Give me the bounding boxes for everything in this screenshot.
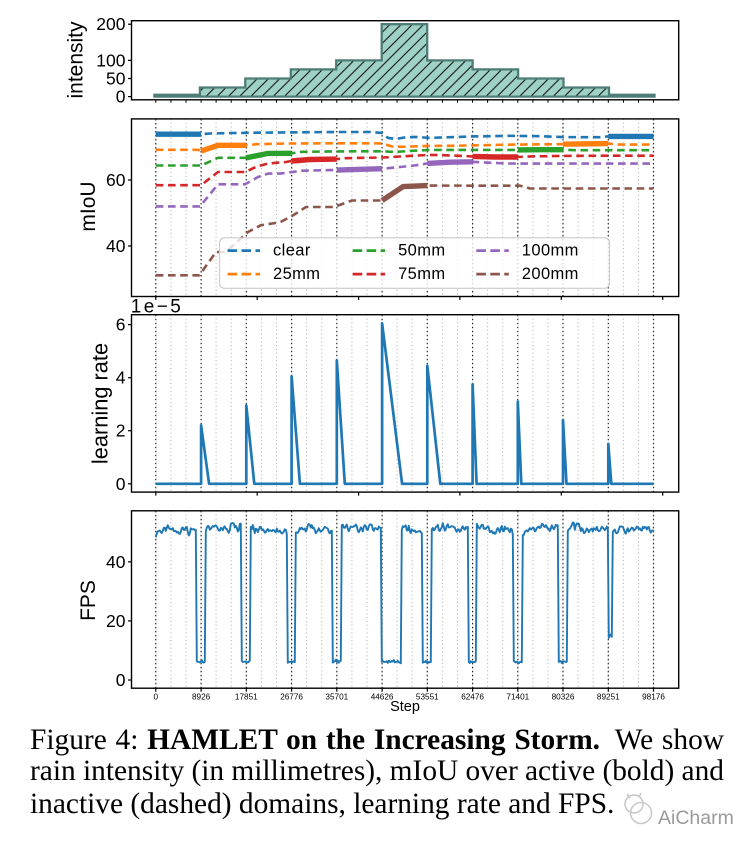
svg-text:0: 0 — [116, 670, 126, 690]
svg-text:intensity: intensity — [65, 21, 88, 99]
svg-text:20: 20 — [106, 611, 126, 631]
svg-text:mIoU: mIoU — [77, 181, 100, 231]
svg-text:98176: 98176 — [642, 693, 665, 702]
svg-text:26776: 26776 — [280, 693, 303, 702]
svg-text:40: 40 — [106, 552, 126, 572]
svg-text:35701: 35701 — [325, 693, 348, 702]
svg-text:200: 200 — [96, 14, 125, 34]
svg-text:0: 0 — [116, 474, 126, 494]
svg-text:89251: 89251 — [597, 693, 620, 702]
svg-text:71401: 71401 — [506, 693, 529, 702]
svg-text:75mm: 75mm — [398, 265, 445, 283]
svg-text:learning rate: learning rate — [88, 343, 113, 464]
svg-text:200mm: 200mm — [522, 265, 579, 283]
svg-text:clear: clear — [273, 241, 311, 259]
svg-text:50: 50 — [106, 69, 126, 89]
svg-text:0: 0 — [154, 693, 159, 702]
svg-text:60: 60 — [106, 170, 126, 190]
svg-text:100mm: 100mm — [522, 241, 579, 259]
svg-text:100: 100 — [96, 50, 125, 70]
svg-text:62476: 62476 — [461, 693, 484, 702]
svg-text:2: 2 — [116, 421, 126, 441]
svg-text:53551: 53551 — [416, 693, 439, 702]
svg-text:FPS: FPS — [77, 580, 100, 621]
svg-text:25mm: 25mm — [273, 265, 320, 283]
svg-text:44626: 44626 — [371, 693, 394, 702]
svg-text:4: 4 — [116, 368, 126, 388]
svg-text:1e−5: 1e−5 — [131, 297, 183, 318]
svg-text:AiCharm: AiCharm — [658, 807, 734, 829]
svg-text:Step: Step — [390, 699, 420, 715]
svg-text:50mm: 50mm — [398, 241, 445, 259]
svg-text:8926: 8926 — [192, 693, 211, 702]
svg-text:80326: 80326 — [552, 693, 575, 702]
svg-text:0: 0 — [116, 87, 126, 107]
svg-text:40: 40 — [106, 236, 126, 256]
svg-text:17851: 17851 — [235, 693, 258, 702]
svg-text:6: 6 — [116, 315, 126, 335]
